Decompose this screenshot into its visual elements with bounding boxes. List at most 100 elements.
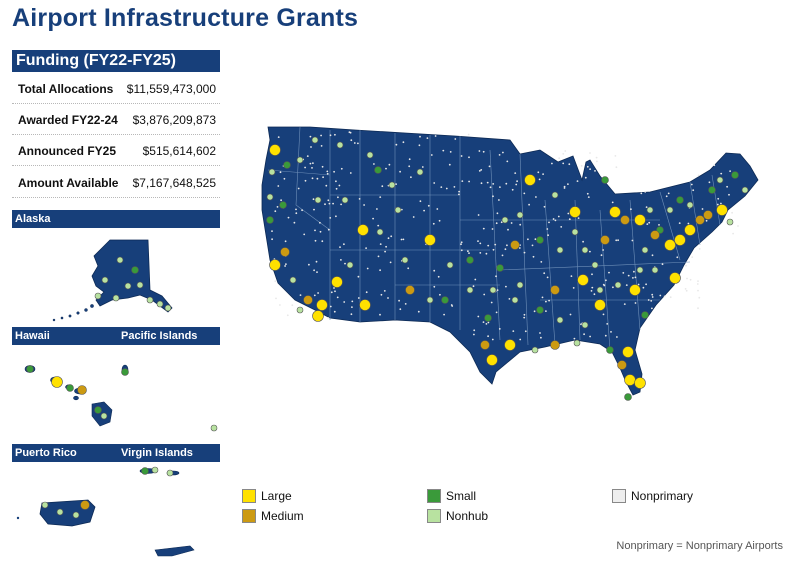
airport-marker-nonprimary [685,264,687,267]
airport-marker-nonprimary [577,217,580,220]
airport-marker-nonprimary [491,228,494,230]
airport-marker-nonprimary [605,279,607,282]
airport-marker [501,216,509,224]
airport-marker-nonprimary [532,255,535,258]
airport-marker [741,186,749,194]
legend-swatch-nonhub [427,509,441,523]
airport-marker-nonprimary [587,196,590,199]
airport-marker-nonprimary [507,228,509,231]
airport-marker-nonprimary [379,243,382,246]
airport-marker-nonprimary [686,277,688,280]
airport-marker-nonprimary [591,273,593,276]
airport-marker-nonprimary [523,313,526,316]
airport-marker-nonprimary [329,305,332,308]
airport-marker-nonprimary [492,183,495,185]
airport-marker-nonprimary [505,285,507,288]
airport-marker-nonprimary [314,229,316,232]
map-puerto-rico-islet [16,516,20,520]
airport-marker-nonprimary [485,252,488,255]
airport-marker-nonprimary [572,287,575,289]
airport-marker-nonprimary [489,186,492,189]
airport-marker-nonprimary [634,302,637,304]
airport-marker-nonprimary [726,185,728,188]
airport-marker [121,368,129,376]
airport-marker-nonprimary [543,205,546,208]
airport-marker-nonprimary [502,151,504,154]
airport-marker-nonprimary [720,202,722,205]
airport-marker [510,240,520,250]
airport-marker [581,321,589,329]
airport-marker-nonprimary [333,287,335,289]
airport-marker-nonprimary [487,244,490,247]
funding-value: $11,559,473,000 [126,82,216,96]
airport-marker [100,412,108,420]
airport-marker [136,281,144,289]
airport-marker-nonprimary [311,177,314,180]
airport-marker [556,246,564,254]
airport-marker-nonprimary [317,292,319,294]
airport-marker-nonprimary [434,135,437,137]
airport-marker-nonprimary [494,243,497,246]
airport-marker-nonprimary [275,297,277,300]
airport-marker-nonprimary [319,221,321,224]
airport-marker [210,424,218,432]
airport-marker [536,306,544,314]
airport-marker [551,191,559,199]
airport-marker-nonprimary [545,310,547,312]
airport-marker-nonprimary [501,254,504,257]
airport-marker [516,211,524,219]
funding-value: $515,614,602 [142,144,216,158]
airport-marker [151,466,159,474]
airport-marker-nonprimary [646,223,649,226]
airport-marker-nonprimary [488,165,491,168]
airport-marker-nonprimary [696,283,699,285]
airport-marker-nonprimary [573,337,576,340]
airport-marker-nonprimary [580,165,583,167]
legend-note: Nonprimary = Nonprimary Airports [616,540,783,552]
airport-marker-nonprimary [473,329,476,332]
airport-marker [524,174,536,186]
airport-marker-nonprimary [580,323,582,326]
airport-marker-nonprimary [542,173,544,176]
airport-marker [280,247,290,257]
airport-marker-nonprimary [496,289,499,291]
airport-marker-nonprimary [310,146,312,148]
airport-marker-nonprimary [692,189,695,192]
airport-marker [112,294,120,302]
airport-marker [341,196,349,204]
airport-marker-nonprimary [576,180,579,183]
airport-marker [394,206,402,214]
airport-marker-nonprimary [528,203,530,206]
airport-marker-nonprimary [516,180,518,183]
airport-marker-nonprimary [499,186,501,189]
airport-marker [94,406,102,414]
airport-marker-nonprimary [398,299,400,302]
airport-marker [376,228,384,236]
airport-marker [695,215,705,225]
airport-marker-nonprimary [634,276,637,279]
airport-marker-nonprimary [402,238,405,241]
airport-marker [622,346,634,358]
legend-swatch-nonprimary [612,489,626,503]
airport-marker [26,365,34,373]
airport-marker-nonprimary [432,222,435,225]
airport-marker-nonprimary [271,230,273,233]
airport-marker-nonprimary [663,295,666,298]
airport-markers-territories [26,256,218,519]
airport-marker-nonprimary [285,263,287,265]
airport-marker [66,384,74,392]
airport-marker-nonprimary [333,170,335,173]
airport-marker [303,295,313,305]
airport-marker-nonprimary [436,208,439,210]
airport-marker-nonprimary [286,314,289,317]
airport-marker-nonprimary [319,230,322,233]
airport-marker [731,171,739,179]
airport-marker-nonprimary [518,247,521,249]
airport-marker-nonprimary [365,247,367,250]
airport-marker [664,239,676,251]
airport-marker-nonprimary [472,285,475,288]
airport-marker-nonprimary [358,198,361,200]
airport-marker-nonprimary [541,296,544,299]
airport-marker-nonprimary [337,196,339,199]
